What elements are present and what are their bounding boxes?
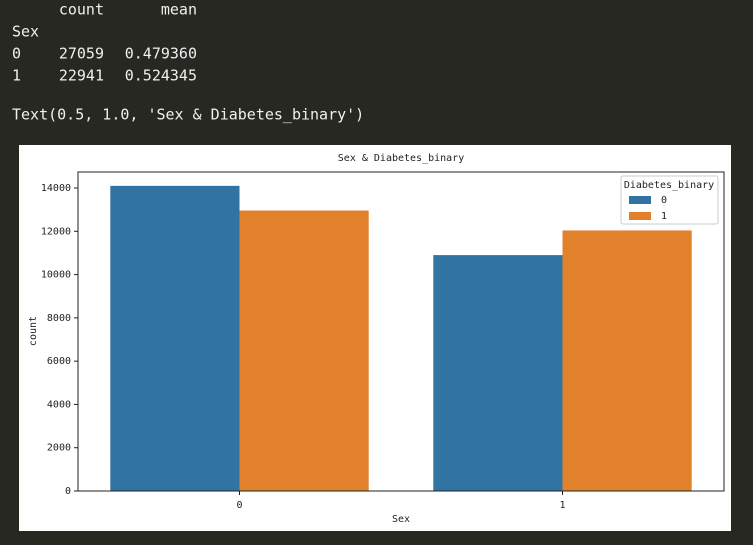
legend-title: Diabetes_binary [624,180,714,191]
table-cell: 0.479360 [125,45,197,63]
y-tick-label: 12000 [41,226,71,237]
chart: Sex & Diabetes_binary Sex count 0 2000 400… [28,153,725,525]
column-header: mean [161,1,197,19]
y-tick-label: 10000 [41,270,71,281]
bar [433,255,563,491]
legend-label: 1 [661,211,667,222]
bar [239,210,369,491]
legend-swatch [629,196,651,204]
y-tick-label: 4000 [47,399,71,410]
column-header: count [59,1,104,19]
x-tick-label: 0 [236,500,242,511]
row-index: 0 [12,45,21,63]
y-axis-label: count [28,316,39,346]
table-cell: 0.524345 [125,67,197,85]
bar [562,230,692,491]
chart-title: Sex & Diabetes_binary [338,153,464,164]
y-tick-label: 6000 [47,356,71,367]
y-tick-label: 14000 [41,183,71,194]
legend-swatch [629,212,651,220]
y-tick-label: 8000 [47,313,71,324]
x-axis-label: Sex [392,514,410,525]
row-index: 1 [12,67,21,85]
y-tick-label: 2000 [47,443,71,454]
legend-label: 0 [661,195,667,206]
bar [110,185,240,491]
repr-output: Text(0.5, 1.0, 'Sex & Diabetes_binary') [12,106,364,124]
table-cell: 27059 [59,45,104,63]
table-cell: 22941 [59,67,104,85]
y-tick-label: 0 [65,486,71,497]
index-name: Sex [12,23,39,41]
table-rows: 0 27059 0.479360 1 22941 0.524345 [12,45,197,85]
plot-frame [77,171,725,492]
x-tick-label: 1 [559,500,565,511]
